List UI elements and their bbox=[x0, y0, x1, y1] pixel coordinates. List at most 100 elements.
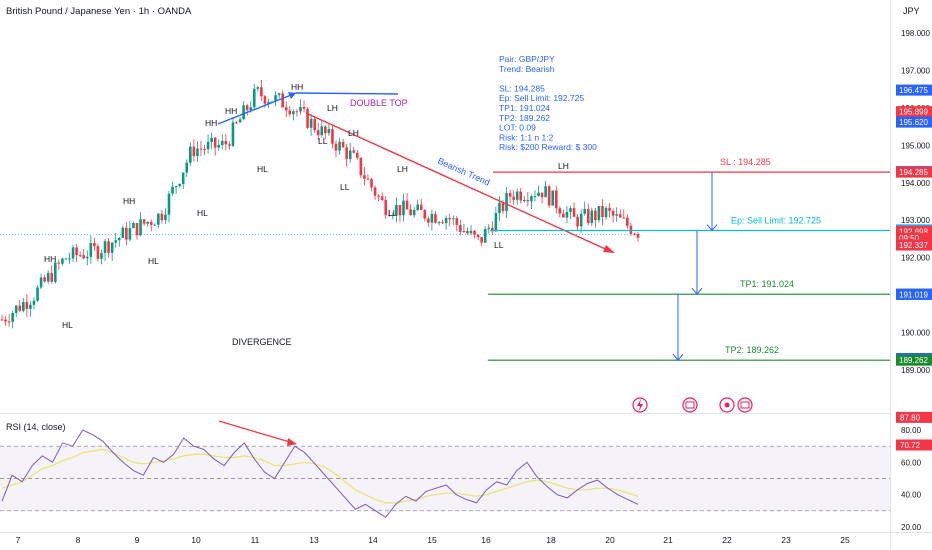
candle-body bbox=[125, 227, 128, 240]
candle-body bbox=[352, 150, 356, 153]
arrow-sl-to-ep-head bbox=[706, 224, 718, 232]
swing-label: LL bbox=[340, 182, 350, 192]
price-badge bbox=[896, 106, 932, 118]
candle-body bbox=[398, 205, 402, 216]
candle-body bbox=[395, 205, 398, 216]
candle-body bbox=[260, 87, 263, 97]
candle-body bbox=[0, 319, 4, 321]
candle-body bbox=[174, 186, 178, 188]
candle-body bbox=[220, 140, 224, 145]
candle-body bbox=[327, 129, 331, 134]
candle-body bbox=[441, 222, 444, 224]
double-top-label: DOUBLE TOP bbox=[350, 98, 408, 108]
rsi-divergence-line bbox=[218, 420, 294, 444]
candle-body bbox=[135, 223, 139, 236]
price-badge-text: 195.899 bbox=[899, 108, 928, 117]
candle-body bbox=[146, 221, 149, 224]
bearish-trendline bbox=[305, 112, 613, 253]
price-badge bbox=[896, 232, 932, 244]
candle-body bbox=[331, 129, 334, 144]
price-axis[interactable]: 198.000197.000196.000195.000194.000193.0… bbox=[890, 0, 932, 550]
time-tick-label: 15 bbox=[427, 535, 437, 545]
rsi-tick-label: 60.00 bbox=[901, 458, 922, 467]
candle-body bbox=[149, 221, 153, 225]
candle-body bbox=[114, 240, 117, 243]
candle-body bbox=[565, 211, 569, 218]
candle-body bbox=[512, 196, 515, 200]
candle-body bbox=[626, 217, 629, 226]
candle-body bbox=[370, 179, 373, 188]
candle-body bbox=[4, 319, 7, 322]
candle-body bbox=[252, 88, 256, 108]
swing-label: LH bbox=[348, 128, 359, 138]
swing-label: HL bbox=[62, 320, 73, 330]
candle-body bbox=[409, 209, 412, 216]
candle-body bbox=[238, 119, 242, 123]
candle-body bbox=[618, 214, 622, 218]
candle-body bbox=[153, 224, 157, 226]
candle-body bbox=[533, 196, 537, 198]
candle-body bbox=[554, 190, 558, 209]
arrow-ep-to-tp1-head bbox=[691, 287, 703, 295]
candle-body bbox=[523, 200, 526, 202]
candle-body bbox=[64, 258, 68, 260]
candle-body bbox=[583, 209, 587, 214]
candle-body bbox=[462, 230, 466, 232]
swing-label: LH bbox=[397, 164, 408, 174]
calendar-event-icon[interactable] bbox=[682, 397, 698, 413]
record-icon[interactable] bbox=[719, 397, 735, 413]
candle-body bbox=[18, 305, 22, 311]
candle-body bbox=[157, 213, 160, 225]
candle-body bbox=[217, 144, 221, 148]
candle-body bbox=[196, 148, 199, 157]
candle-body bbox=[203, 148, 206, 150]
candle-body bbox=[96, 246, 100, 259]
candle-body bbox=[540, 192, 544, 198]
candle-body bbox=[476, 234, 480, 238]
price-badge bbox=[896, 166, 932, 178]
candle-body bbox=[82, 255, 86, 259]
candle-body bbox=[93, 242, 96, 247]
candle-body bbox=[562, 213, 565, 218]
rising-trendline bbox=[217, 92, 297, 125]
price-badge bbox=[896, 226, 932, 238]
candle-body bbox=[39, 277, 43, 288]
candle-body bbox=[611, 210, 615, 216]
trade-box-line: Ep: Sell Limit: 192.725 bbox=[499, 93, 584, 103]
swing-label: HL bbox=[197, 208, 208, 218]
rsi-badge bbox=[896, 439, 932, 451]
candle-body bbox=[316, 130, 320, 136]
divergence-label: DIVERGENCE bbox=[232, 337, 292, 347]
candle-body bbox=[142, 219, 146, 224]
candle-body bbox=[380, 196, 384, 201]
time-tick-label: 25 bbox=[840, 535, 850, 545]
time-tick-label: 8 bbox=[76, 535, 81, 545]
lightning-icon[interactable] bbox=[632, 397, 648, 413]
time-axis[interactable]: 7 8 9 10 11 13 14 15 16 18 20 21 22 23 25 bbox=[0, 532, 932, 546]
candle-body bbox=[121, 227, 125, 238]
news-icon[interactable] bbox=[737, 397, 753, 413]
price-tick-label: 192.000 bbox=[901, 254, 930, 263]
candle-body bbox=[178, 183, 181, 187]
price-pane[interactable]: DOUBLE TOP Bearish Trend DIVERGENCE HH HL HH H… bbox=[0, 79, 890, 361]
time-tick-label: 9 bbox=[135, 535, 140, 545]
candle-body bbox=[292, 111, 295, 115]
candle-body bbox=[604, 207, 608, 218]
rsi-axis[interactable]: 80.00 60.00 40.00 20.00 87.80 70.72 bbox=[896, 411, 932, 532]
price-badge-text: 09:50 bbox=[899, 234, 920, 243]
time-tick-label: 21 bbox=[663, 535, 673, 545]
candle-body bbox=[22, 302, 25, 311]
price-badge bbox=[896, 239, 932, 251]
candle-body bbox=[284, 107, 288, 111]
candle-body bbox=[274, 95, 277, 102]
candle-body bbox=[313, 118, 316, 131]
price-badge bbox=[896, 354, 932, 366]
rsi-pane[interactable] bbox=[0, 420, 890, 518]
tp2-level-label: TP2: 189.262 bbox=[725, 345, 779, 355]
candle-body bbox=[466, 230, 469, 234]
candle-body bbox=[299, 107, 302, 112]
candle-body bbox=[224, 140, 228, 145]
candle-body bbox=[43, 277, 46, 282]
